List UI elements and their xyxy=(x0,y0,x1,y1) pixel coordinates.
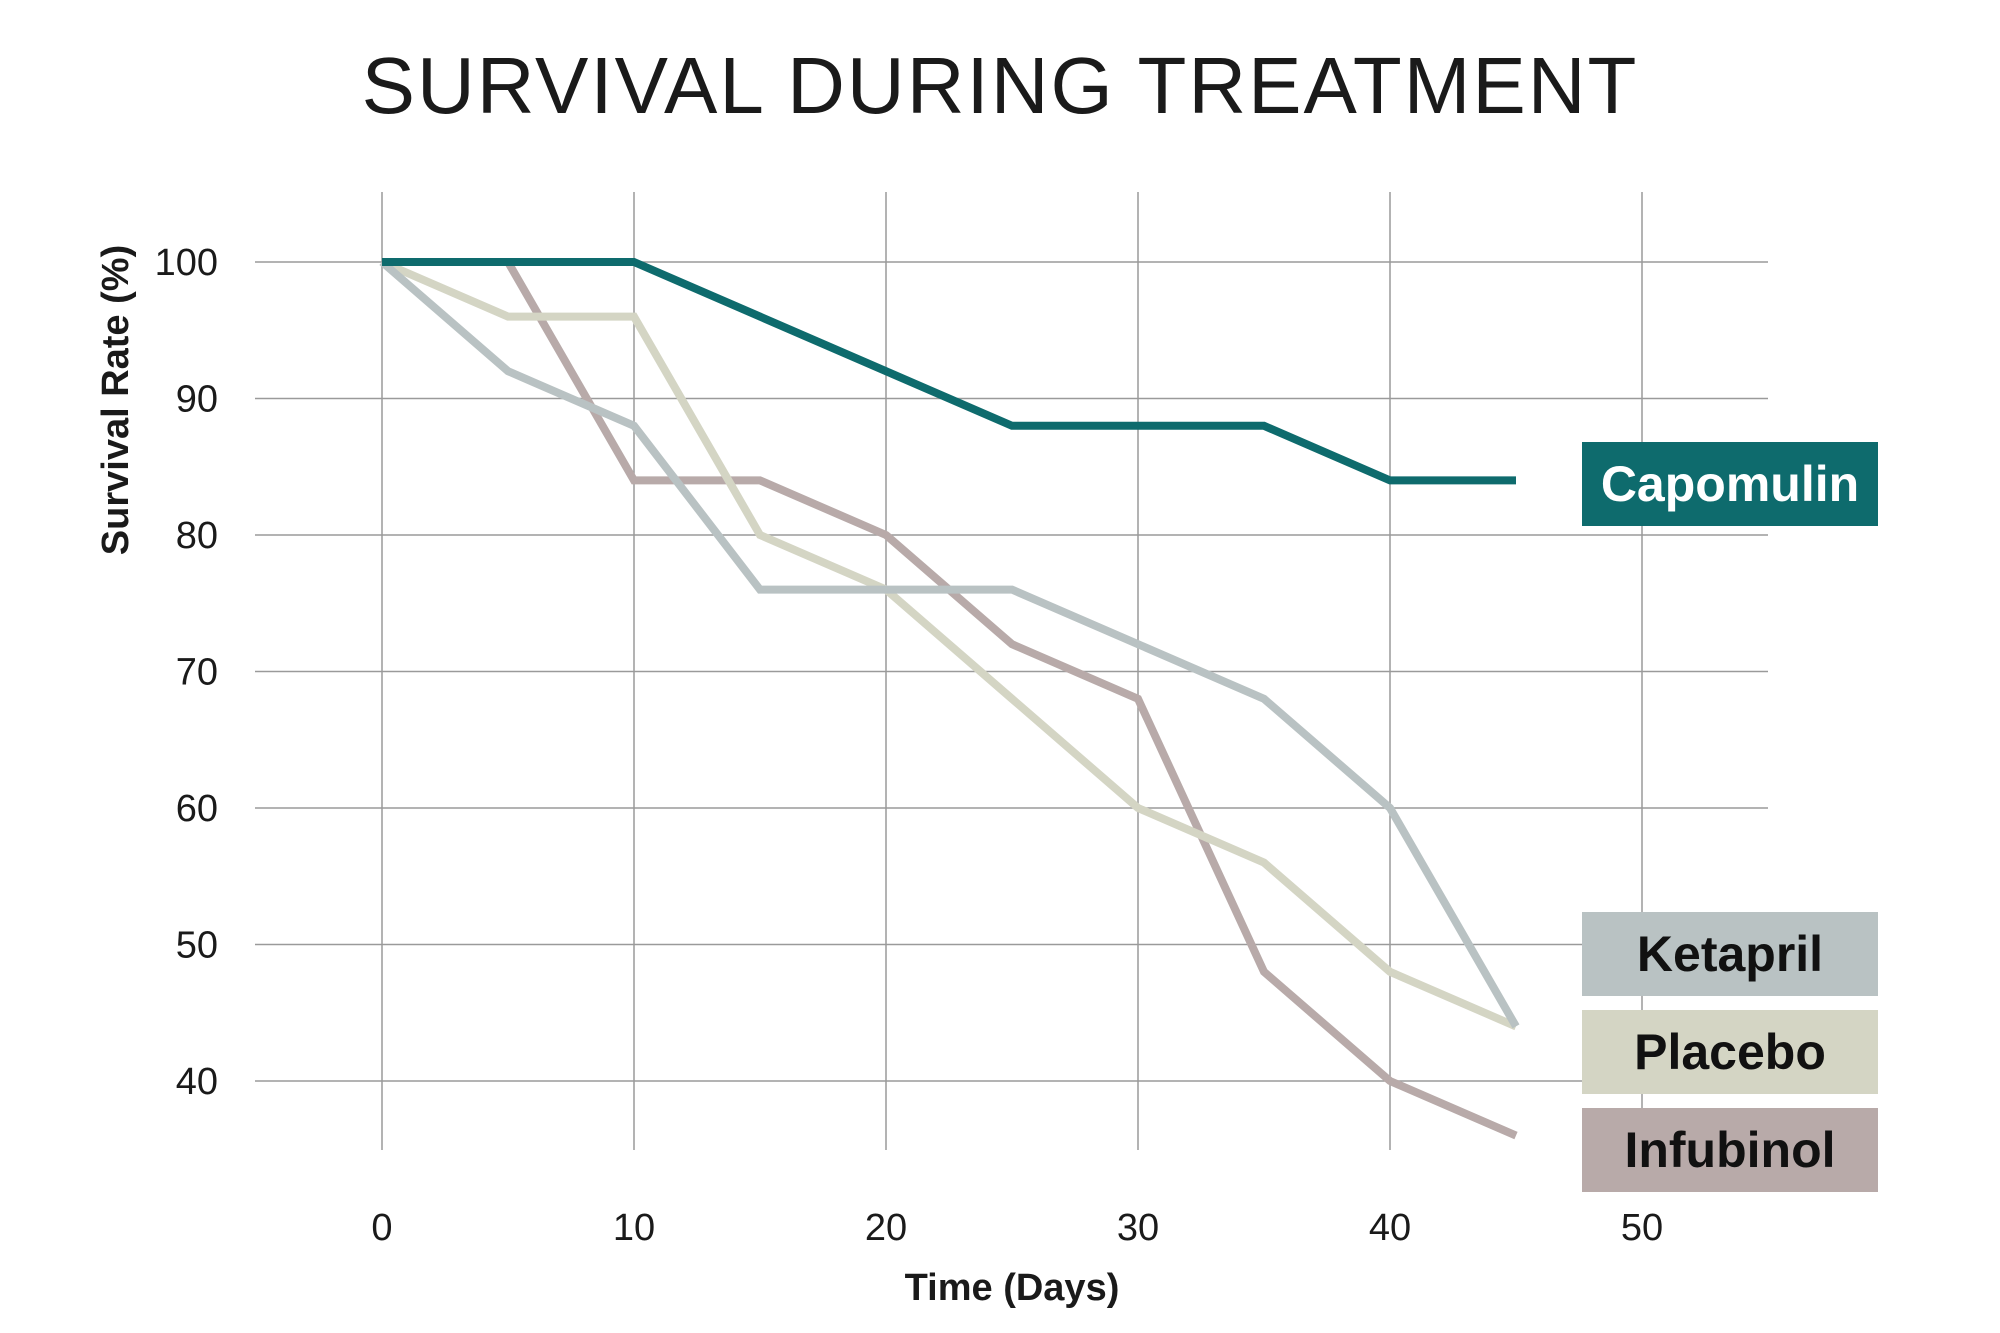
x-tick-label: 20 xyxy=(865,1207,907,1249)
x-tick-label: 50 xyxy=(1621,1207,1663,1249)
series-line-ketapril xyxy=(379,258,1520,1029)
y-tick-label: 80 xyxy=(176,515,218,557)
legend: Capomulin Ketapril Placebo Infubinol xyxy=(1582,442,1878,1192)
x-axis-label: Time (Days) xyxy=(905,1267,1120,1309)
series-line-placebo xyxy=(380,258,1518,1031)
y-axis-label: Survival Rate (%) xyxy=(95,245,137,555)
legend-label: Capomulin xyxy=(1601,456,1859,512)
series-line-capomulin xyxy=(382,258,1516,485)
legend-box xyxy=(1582,912,1878,996)
x-tick-label: 30 xyxy=(1117,1207,1159,1249)
x-tick-label: 40 xyxy=(1369,1207,1411,1249)
legend-item-ketapril: Ketapril xyxy=(1582,912,1878,996)
y-tick-label: 100 xyxy=(155,242,218,284)
y-tick-label: 70 xyxy=(176,652,218,694)
legend-label: Placebo xyxy=(1634,1024,1826,1080)
y-tick-label: 60 xyxy=(176,788,218,830)
legend-item-placebo: Placebo xyxy=(1582,1010,1878,1094)
grid xyxy=(255,192,1768,1150)
y-tick-label: 90 xyxy=(176,379,218,421)
y-tick-label: 40 xyxy=(176,1061,218,1103)
legend-box xyxy=(1582,1108,1878,1192)
legend-label: Ketapril xyxy=(1637,926,1823,982)
chart-title: SURVIVAL DURING TREATMENT xyxy=(361,41,1639,130)
legend-box xyxy=(1582,442,1878,526)
legend-item-infubinol: Infubinol xyxy=(1582,1108,1878,1192)
x-tick-label: 10 xyxy=(613,1207,655,1249)
x-tick-label: 0 xyxy=(371,1207,392,1249)
legend-box xyxy=(1582,1010,1878,1094)
series-lines xyxy=(379,258,1520,1140)
y-tick-label: 50 xyxy=(176,925,218,967)
legend-label: Infubinol xyxy=(1624,1122,1835,1178)
legend-item-capomulin: Capomulin xyxy=(1582,442,1878,526)
tick-labels: 40 50 60 70 80 90 100 0 10 20 30 40 50 xyxy=(155,242,1664,1249)
